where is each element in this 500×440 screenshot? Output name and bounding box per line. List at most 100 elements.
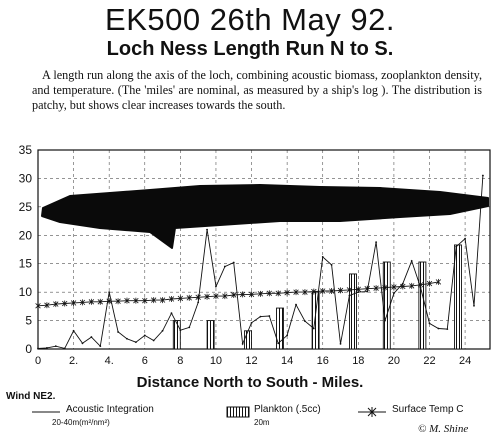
acoustic-point — [134, 341, 137, 344]
acoustic-point — [384, 319, 386, 322]
temp-point — [44, 302, 50, 309]
x-tick-label: 14 — [281, 355, 293, 367]
acoustic-point — [464, 237, 466, 240]
temp-point — [150, 297, 157, 304]
temp-point — [53, 301, 59, 308]
acoustic-point — [188, 326, 191, 329]
x-tick-label: 0 — [35, 355, 41, 367]
acoustic-point — [99, 345, 102, 348]
acoustic-point — [393, 292, 395, 295]
acoustic-point — [63, 347, 66, 350]
temp-point — [364, 285, 370, 292]
temp-point — [213, 293, 219, 300]
temp-point — [355, 286, 361, 293]
acoustic-point — [446, 328, 449, 330]
wind-note: Wind NE2. — [6, 391, 56, 402]
temp-point — [204, 293, 210, 300]
x-tick-label: 20 — [388, 355, 400, 367]
acoustic-point — [437, 327, 440, 330]
x-tick-label: 22 — [423, 355, 435, 367]
acoustic-point — [90, 336, 93, 338]
acoustic-point — [312, 327, 315, 330]
plankton-bar — [172, 320, 181, 350]
redacted-band — [41, 184, 489, 249]
legend-hatch-icon — [226, 406, 250, 418]
temp-line — [37, 281, 439, 307]
temp-point — [97, 298, 103, 305]
acoustic-point — [321, 255, 324, 258]
temp-point — [337, 287, 344, 294]
acoustic-point — [37, 347, 39, 350]
acoustic-point — [259, 315, 262, 318]
plankton-bar — [244, 330, 252, 350]
temp-point — [417, 281, 424, 288]
acoustic-point — [152, 339, 155, 342]
acoustic-point — [117, 331, 119, 333]
acoustic-point — [428, 322, 431, 325]
legend-units-plankton: 20m — [254, 418, 270, 427]
temp-point — [115, 298, 121, 305]
temp-point — [382, 284, 388, 291]
acoustic-point — [455, 245, 458, 248]
y-tick-label: 20 — [19, 228, 33, 242]
acoustic-point — [330, 263, 333, 266]
temp-point — [400, 283, 406, 290]
acoustic-point — [161, 329, 164, 332]
temp-point — [293, 289, 299, 296]
temp-point — [248, 291, 255, 298]
temp-point — [391, 284, 397, 291]
temp-point — [311, 288, 317, 295]
temp-point — [231, 291, 237, 298]
temp-point — [435, 278, 442, 285]
x-tick-label: 10 — [210, 355, 222, 367]
y-tick-label: 5 — [25, 314, 32, 328]
temp-point — [266, 290, 273, 297]
temp-point — [177, 295, 184, 302]
acoustic-point — [143, 334, 146, 337]
y-tick-label: 30 — [19, 171, 33, 185]
x-tick-label: 4. — [105, 355, 114, 367]
temp-point — [409, 282, 415, 289]
acoustic-point — [215, 285, 217, 288]
temp-point — [35, 302, 41, 309]
temp-point — [239, 291, 246, 298]
acoustic-point — [232, 261, 235, 264]
chart-description: A length run along the axis of the loch,… — [32, 68, 482, 112]
acoustic-point — [473, 304, 475, 307]
x-tick-label: 12 — [245, 355, 257, 367]
plankton-bar — [311, 291, 320, 350]
acoustic-point — [277, 342, 280, 345]
temp-point — [222, 293, 228, 300]
acoustic-point — [72, 329, 75, 332]
chart-subtitle: Loch Ness Length Run N to S. — [106, 38, 394, 60]
temp-point — [373, 285, 379, 292]
plankton-bar — [418, 261, 427, 350]
acoustic-point — [304, 320, 306, 323]
x-tick-label: 16 — [317, 355, 329, 367]
temp-point — [106, 298, 112, 305]
temp-point — [79, 299, 86, 306]
temp-point — [257, 290, 264, 297]
acoustic-point — [81, 342, 84, 345]
acoustic-point — [108, 291, 111, 294]
legend-label-acoustic: Acoustic Integration — [66, 404, 154, 415]
plankton-bar — [454, 244, 462, 350]
acoustic-point — [197, 301, 200, 304]
y-tick-label: 0 — [25, 342, 32, 356]
acoustic-point — [375, 241, 378, 244]
temp-point — [275, 290, 281, 297]
acoustic-point — [54, 345, 57, 348]
legend-line-icon — [32, 411, 60, 413]
acoustic-point — [295, 303, 297, 306]
acoustic-point — [179, 329, 182, 332]
plankton-bar — [382, 261, 391, 350]
legend-label-plankton: Plankton (.5cc) — [254, 404, 321, 415]
temp-point — [88, 298, 95, 305]
temp-point — [320, 288, 326, 295]
temp-point — [302, 289, 308, 296]
temp-point — [186, 294, 192, 301]
temp-point — [62, 300, 68, 307]
y-tick-label: 25 — [19, 200, 33, 214]
acoustic-point — [286, 334, 289, 337]
